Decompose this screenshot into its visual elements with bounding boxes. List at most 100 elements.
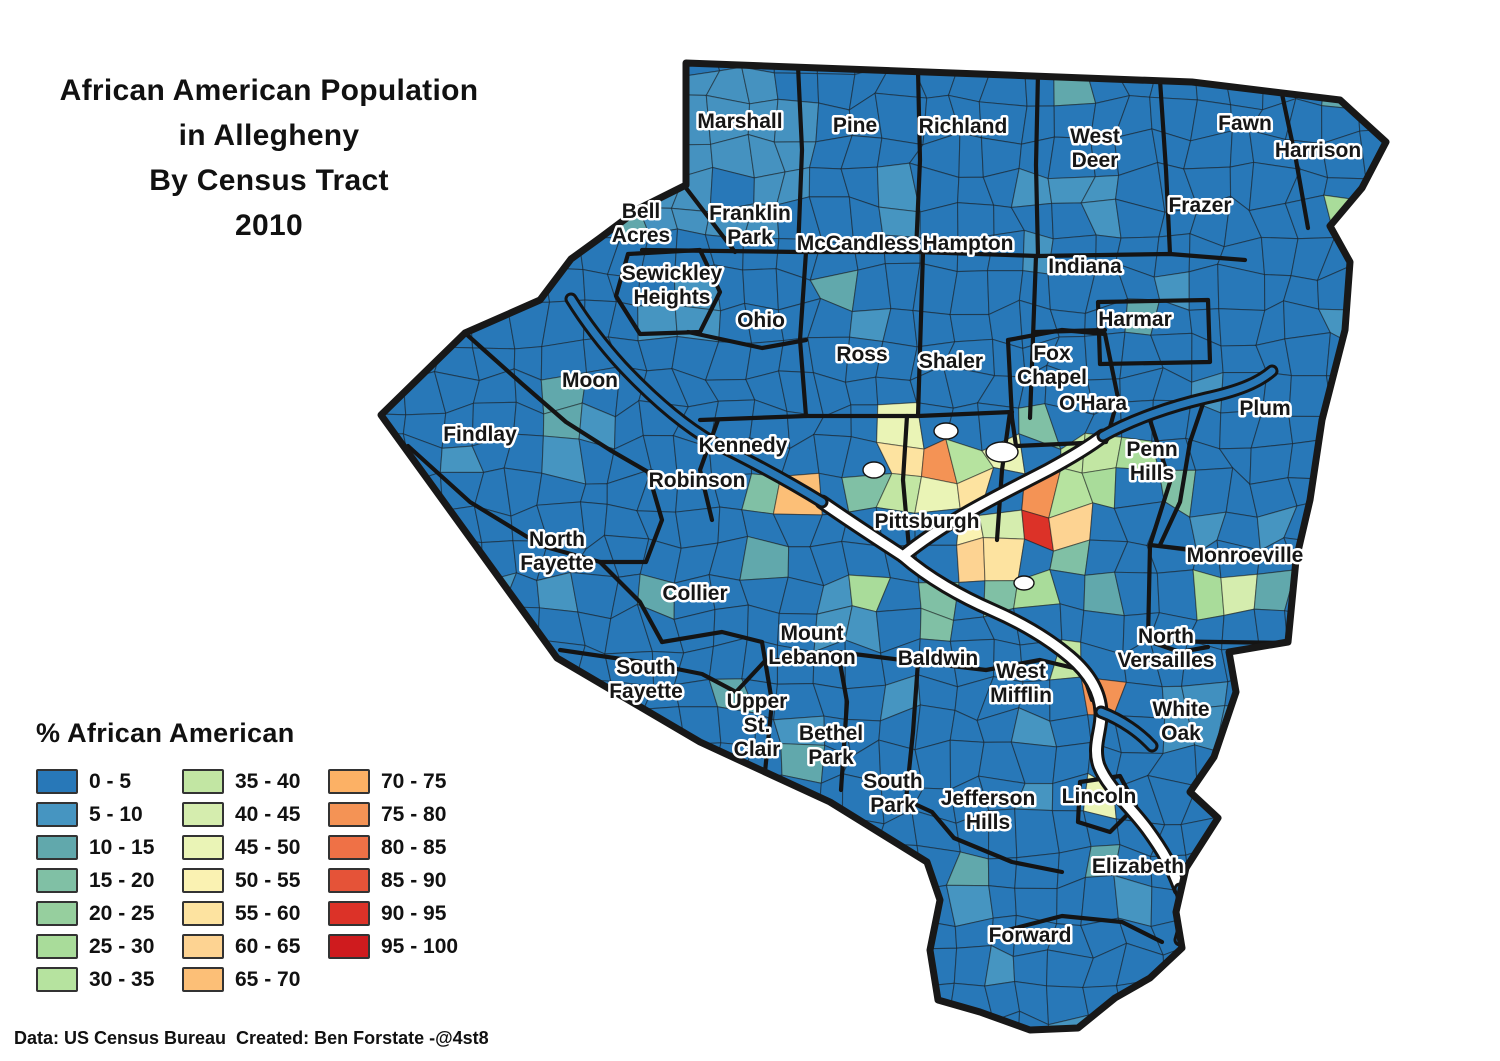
map-title: African American Population in Allegheny… [28,68,510,248]
map-label-moon: Moon [562,369,618,392]
legend-columns: 0 - 5 5 - 10 10 - 15 15 - 20 20 - 25 25 - 30 3… [36,765,474,996]
county-outline [377,59,1390,1034]
legend-swatch [182,802,224,827]
legend-swatch [36,901,78,926]
map-label-findlay: Findlay [443,423,517,446]
map-label-jefferson-hills: Jefferson Hills [941,787,1036,834]
map-label-forward: Forward [989,924,1072,947]
legend: % African American 0 - 5 5 - 10 10 - 15 15 … [36,718,474,996]
map-label-fox-chapel: Fox Chapel [1017,342,1087,389]
map-label-south-park: South Park [863,770,922,817]
legend-swatch [328,934,370,959]
legend-label: 20 - 25 [89,901,155,925]
legend-swatch [328,769,370,794]
legend-item: 95 - 100 [328,930,474,963]
legend-item: 10 - 15 [36,831,182,864]
legend-item: 55 - 60 [182,897,328,930]
map-label-lincoln: Lincoln [1062,785,1137,808]
legend-item: 20 - 25 [36,897,182,930]
map-label-hampton: Hampton [923,232,1014,255]
legend-item: 30 - 35 [36,963,182,996]
legend-swatch [36,868,78,893]
title-line-1: African American Population [59,74,479,107]
map-label-frazer: Frazer [1168,194,1231,217]
legend-swatch [36,835,78,860]
legend-item: 70 - 75 [328,765,474,798]
legend-label: 70 - 75 [381,769,447,793]
map-label-collier: Collier [662,582,727,605]
legend-item: 50 - 55 [182,864,328,897]
title-line-3: By Census Tract [149,164,389,197]
map-label-shaler: Shaler [919,350,983,373]
park-patch [862,461,886,479]
legend-swatch [36,934,78,959]
title-line-4: 2010 [235,209,303,242]
map-label-kennedy: Kennedy [699,434,788,457]
legend-swatch [182,868,224,893]
map-label-mccandless: McCandless [797,232,920,255]
municipal-boundaries [405,63,1311,945]
legend-label: 15 - 20 [89,868,155,892]
legend-label: 65 - 70 [235,967,301,991]
legend-column-2: 35 - 40 40 - 45 45 - 50 50 - 55 55 - 60 60 - … [182,765,328,996]
legend-swatch [36,967,78,992]
legend-item: 45 - 50 [182,831,328,864]
legend-swatch [36,802,78,827]
map-label-ohio: Ohio [737,309,785,332]
map-label-north-versailles: North Versailles [1118,625,1215,672]
legend-label: 75 - 80 [381,802,447,826]
legend-label: 45 - 50 [235,835,301,859]
legend-swatch [182,835,224,860]
legend-label: 10 - 15 [89,835,155,859]
legend-label: 40 - 45 [235,802,301,826]
legend-swatch [182,934,224,959]
map-label-mount-lebanon: Mount Lebanon [768,622,856,669]
legend-item: 90 - 95 [328,897,474,930]
legend-label: 50 - 55 [235,868,301,892]
map-label-marshall: Marshall [697,110,782,133]
map-label-fawn: Fawn [1218,112,1272,135]
legend-label: 95 - 100 [381,934,459,958]
legend-item: 5 - 10 [36,798,182,831]
legend-label: 5 - 10 [89,802,143,826]
legend-label: 90 - 95 [381,901,447,925]
legend-swatch [328,802,370,827]
legend-column-3: 70 - 75 75 - 80 80 - 85 85 - 90 90 - 95 95 - … [328,765,474,963]
legend-label: 80 - 85 [381,835,447,859]
map-label-elizabeth: Elizabeth [1092,855,1184,878]
legend-swatch [36,769,78,794]
park-patch [933,422,959,440]
legend-swatch [328,835,370,860]
map-label-pine: Pine [833,114,877,137]
legend-label: 25 - 30 [89,934,155,958]
map-label-sewickley-heights: Sewickley Heights [622,262,723,309]
map-label-richland: Richland [919,115,1008,138]
legend-label: 85 - 90 [381,868,447,892]
credit-text: Data: US Census Bureau Created: Ben Fors… [14,1028,489,1048]
park-patch [1013,575,1035,591]
map-label-west-deer: West Deer [1070,125,1120,172]
map-label-bell-acres: Bell Acres [612,200,670,247]
map-label-pittsburgh: Pittsburgh [875,510,980,533]
map-label-baldwin: Baldwin [898,647,979,670]
map-label-indiana: Indiana [1048,255,1122,278]
legend-item: 80 - 85 [328,831,474,864]
map-label-plum: Plum [1239,397,1290,420]
legend-swatch [182,769,224,794]
legend-item: 75 - 80 [328,798,474,831]
legend-item: 60 - 65 [182,930,328,963]
legend-swatch [328,868,370,893]
municipality-labels: Marshall Pine Richland West Deer FawnHarrison… [441,108,1364,950]
title-line-2: in Allegheny [178,119,360,152]
legend-title: % African American [36,718,295,748]
legend-swatch [182,901,224,926]
legend-item: 15 - 20 [36,864,182,897]
legend-label: 30 - 35 [89,967,155,991]
legend-item: 40 - 45 [182,798,328,831]
map-label-ross: Ross [836,343,887,366]
legend-swatch [182,967,224,992]
map-label-south-fayette: South Fayette [609,656,683,703]
map-label-robinson: Robinson [649,469,746,492]
